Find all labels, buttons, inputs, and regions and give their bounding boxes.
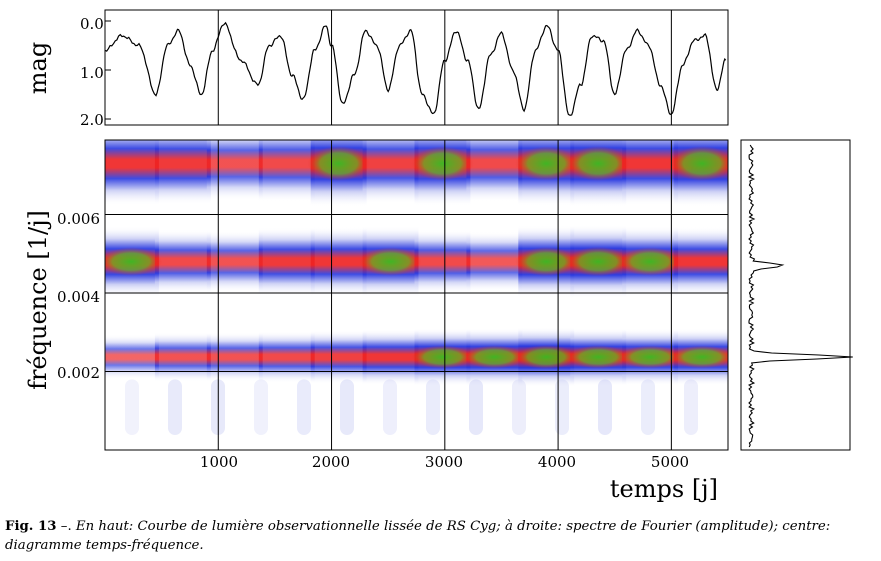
figure: 0.0 1.0 2.0 mag 0.006 0.004 0.002 1000 2… [24,9,853,503]
tf-band-0-peak-10 [619,345,682,369]
tf-band-1-segment-11 [674,226,728,297]
tf-lowfreq-wisp-13 [684,379,698,435]
tf-xtick-2000: 2000 [312,453,350,471]
tf-band-2-segment-7 [466,140,523,202]
tf-ytick-002: 0.002 [57,364,100,382]
tf-lowfreq-wisp-6 [383,379,397,435]
tf-band-2-peak-6 [411,146,474,181]
tf-lowfreq-wisp-3 [254,379,268,435]
tf-lowfreq-wisp-7 [426,379,440,435]
tf-lowfreq-wisp-12 [641,379,655,435]
tf-band-1-segment-2 [206,230,263,293]
fourier-spectrum-line [747,144,853,448]
light-curve-gridlines [217,10,672,125]
tf-band-1-peak-5 [359,247,422,276]
tf-lowfreq-wisp-11 [598,379,612,435]
figure-caption: Fig. 13 –. En haut: Courbe de lumière ob… [5,517,875,555]
light-curve-panel: 0.0 1.0 2.0 mag [24,9,729,129]
tf-lowfreq-wisp-1 [168,379,182,435]
tf-band-1-segment-1 [154,229,211,294]
caption-separator: –. [56,519,76,534]
time-frequency-grid [105,140,728,450]
tf-band-0-peak-6 [411,345,474,369]
time-frequency-bands [105,140,728,435]
tf-lowfreq-wisp-8 [469,379,483,435]
tf-xtick-5000: 5000 [651,453,689,471]
tf-band-2-peak-8 [515,146,578,181]
lc-ytick-1: 1.0 [80,64,104,82]
tf-band-0-peak-9 [567,345,630,369]
tf-band-2-segment-5 [362,140,419,204]
tf-band-2-segment-2 [206,140,263,201]
lc-ytick-2: 2.0 [80,111,104,129]
caption-label: Fig. 13 [5,519,57,534]
tf-band-1-segment-7 [466,231,523,292]
light-curve-frame [104,9,729,126]
tf-band-1-peak-0 [105,247,163,276]
tf-xtick-4000: 4000 [538,453,576,471]
tf-xtick-1000: 1000 [200,453,238,471]
light-curve-line [105,21,727,116]
tf-band-0-segment-4 [310,330,367,384]
tf-lowfreq-wisp-5 [340,379,354,435]
tf-band-2-segment-1 [154,140,211,205]
lc-ytick-0: 0.0 [80,15,104,33]
tf-band-2-segment-10 [622,140,679,206]
light-curve-tickmarks [105,20,111,120]
tf-band-0-segment-0 [105,334,159,380]
tf-band-0-segment-2 [206,332,263,382]
tf-band-2-segment-0 [105,140,159,206]
fourier-spectrum-panel [740,139,853,451]
tf-band-0-segment-1 [154,332,211,382]
tf-lowfreq-wisp-0 [125,379,139,435]
tf-lowfreq-wisp-4 [297,379,311,435]
tf-band-0-segment-3 [258,331,315,383]
tf-ylabel: fréquence [1/j] [24,210,52,390]
lc-ylabel: mag [24,42,52,94]
tf-band-1-segment-3 [258,227,315,296]
tf-band-1-peak-9 [567,246,630,277]
tf-band-1-peak-10 [619,247,682,276]
tf-band-0-peak-11 [670,345,728,369]
tf-band-2-peak-9 [567,146,630,181]
tf-lowfreq-wisp-9 [512,379,526,435]
time-frequency-frame [104,139,729,451]
tf-band-0-peak-7 [463,345,526,369]
tf-band-2-peak-4 [307,146,370,181]
tf-band-1-segment-4 [310,226,367,297]
tf-xlabel: temps [j] [610,475,718,503]
tf-band-2-peak-11 [670,146,728,181]
tf-ytick-006: 0.006 [57,210,100,228]
tf-band-1-peak-8 [515,247,578,277]
tf-xtick-3000: 3000 [425,453,463,471]
tf-band-0-segment-5 [362,329,419,385]
tf-band-0-peak-8 [515,345,578,369]
caption-text: En haut: Courbe de lumière observationne… [5,519,831,553]
tf-lowfreq-wisp-10 [555,379,569,435]
time-frequency-panel: 0.006 0.004 0.002 1000 2000 3000 4000 50… [24,139,729,503]
tf-band-1-segment-6 [414,229,471,294]
tf-band-2-segment-3 [258,140,315,202]
tf-ytick-004: 0.004 [57,288,100,306]
fourier-spectrum-frame [740,139,851,451]
